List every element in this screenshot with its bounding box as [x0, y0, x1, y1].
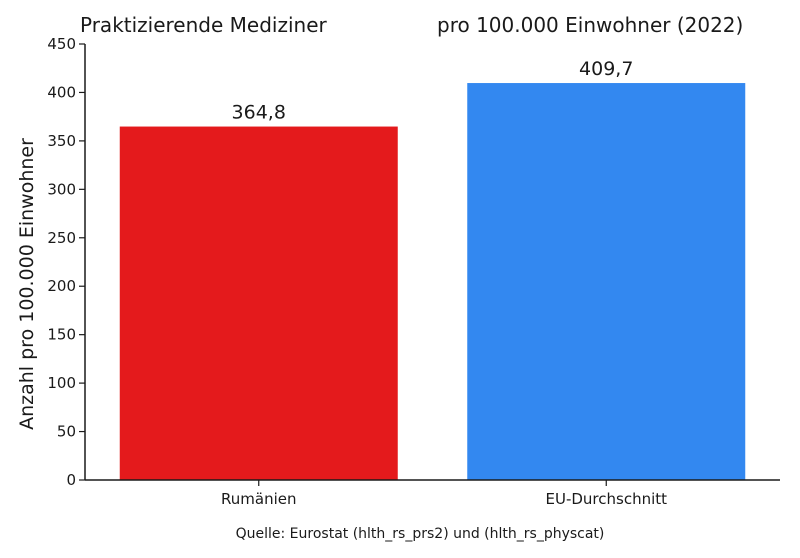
chart-title-left: Praktizierende Mediziner: [80, 13, 327, 37]
bar-value-label: 364,8: [232, 102, 286, 124]
bars-group: [119, 83, 746, 481]
y-tick-label: 350: [47, 132, 76, 150]
x-tick-label: EU-Durchschnitt: [545, 490, 667, 508]
bar-0: [119, 126, 398, 481]
bar-value-label: 409,7: [579, 58, 633, 80]
source-note: Quelle: Eurostat (hlth_rs_prs2) und (hlt…: [236, 526, 605, 542]
y-tick-label: 450: [47, 35, 76, 53]
y-tick-label: 200: [47, 277, 76, 295]
y-tick-label: 100: [47, 374, 76, 392]
y-axis-ticks: 0 50 100 150 200 250 300 350 400 450: [47, 35, 85, 489]
y-tick-label: 300: [47, 180, 76, 198]
y-tick-label: 400: [47, 83, 76, 101]
bar-1: [467, 83, 746, 481]
y-tick-label: 250: [47, 229, 76, 247]
value-labels-group: 364,8 409,7: [232, 58, 634, 124]
y-tick-label: 0: [66, 471, 76, 489]
x-tick-label: Rumänien: [221, 490, 296, 508]
chart-title-right: pro 100.000 Einwohner (2022): [437, 13, 743, 37]
y-tick-label: 50: [57, 423, 76, 441]
y-axis-label: Anzahl pro 100.000 Einwohner: [16, 138, 38, 430]
x-axis-ticks: Rumänien EU-Durchschnitt: [221, 480, 667, 508]
y-tick-label: 150: [47, 326, 76, 344]
